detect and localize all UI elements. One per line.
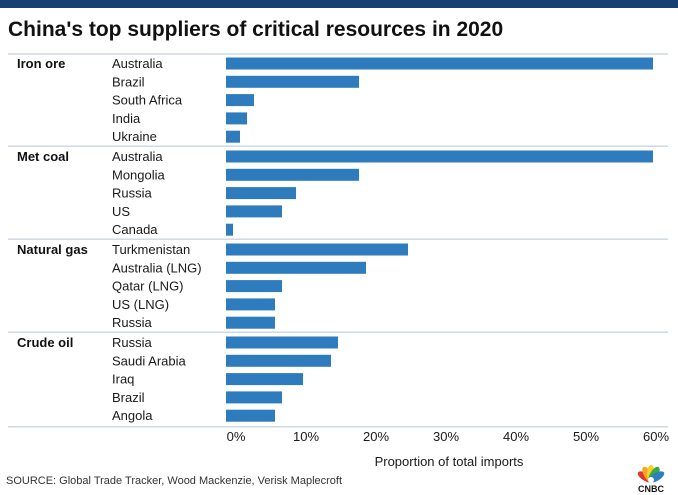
bar bbox=[226, 112, 247, 125]
top-accent-bar bbox=[0, 0, 678, 8]
country-label: Russia bbox=[112, 315, 153, 330]
cnbc-logo: CNBC bbox=[637, 465, 665, 494]
category-label: Met coal bbox=[17, 149, 69, 164]
country-label: South Africa bbox=[112, 93, 183, 108]
country-label: India bbox=[112, 111, 141, 126]
x-tick-label: 0% bbox=[227, 429, 246, 444]
bar bbox=[226, 391, 282, 404]
x-tick-label: 40% bbox=[503, 429, 529, 444]
bar bbox=[226, 373, 303, 386]
bar bbox=[226, 336, 338, 349]
country-label: Angola bbox=[112, 408, 153, 423]
peacock-icon bbox=[637, 465, 665, 483]
source-note: SOURCE: Global Trade Tracker, Wood Macke… bbox=[6, 475, 343, 487]
country-label: Qatar (LNG) bbox=[112, 279, 184, 294]
bar bbox=[226, 280, 282, 293]
country-label: Brazil bbox=[112, 390, 145, 405]
country-label: Turkmenistan bbox=[112, 242, 190, 257]
country-label: Canada bbox=[112, 222, 158, 237]
country-label: Ukraine bbox=[112, 129, 157, 144]
country-label: Russia bbox=[112, 335, 153, 350]
bar bbox=[226, 243, 408, 256]
x-tick-label: 30% bbox=[433, 429, 459, 444]
bar bbox=[226, 168, 359, 181]
bar bbox=[226, 57, 653, 70]
country-label: Iraq bbox=[112, 372, 134, 387]
bar bbox=[226, 187, 296, 200]
country-label: Brazil bbox=[112, 74, 145, 89]
country-label: Australia bbox=[112, 56, 163, 71]
bar bbox=[226, 150, 653, 163]
x-tick-label: 60% bbox=[643, 429, 669, 444]
category-label: Iron ore bbox=[17, 56, 65, 71]
bar bbox=[226, 409, 275, 422]
cnbc-logo-text: CNBC bbox=[638, 484, 664, 494]
chart-title: China's top suppliers of critical resour… bbox=[8, 18, 504, 41]
bar bbox=[226, 298, 275, 311]
bar bbox=[226, 130, 240, 143]
country-label: Mongolia bbox=[112, 167, 166, 182]
category-label: Natural gas bbox=[17, 242, 88, 257]
x-tick-label: 20% bbox=[363, 429, 389, 444]
x-tick-label: 10% bbox=[293, 429, 319, 444]
bar bbox=[226, 223, 233, 236]
bar bbox=[226, 354, 331, 367]
x-axis-label: Proportion of total imports bbox=[375, 454, 524, 469]
country-label: Saudi Arabia bbox=[112, 353, 186, 368]
country-label: US bbox=[112, 204, 130, 219]
bar bbox=[226, 75, 359, 88]
country-label: Australia bbox=[112, 149, 163, 164]
bar bbox=[226, 261, 366, 274]
country-label: Russia bbox=[112, 186, 153, 201]
country-label: Australia (LNG) bbox=[112, 260, 202, 275]
category-label: Crude oil bbox=[17, 335, 73, 350]
bar bbox=[226, 94, 254, 107]
bar bbox=[226, 205, 282, 218]
country-label: US (LNG) bbox=[112, 297, 169, 312]
bar bbox=[226, 316, 275, 329]
x-tick-label: 50% bbox=[573, 429, 599, 444]
